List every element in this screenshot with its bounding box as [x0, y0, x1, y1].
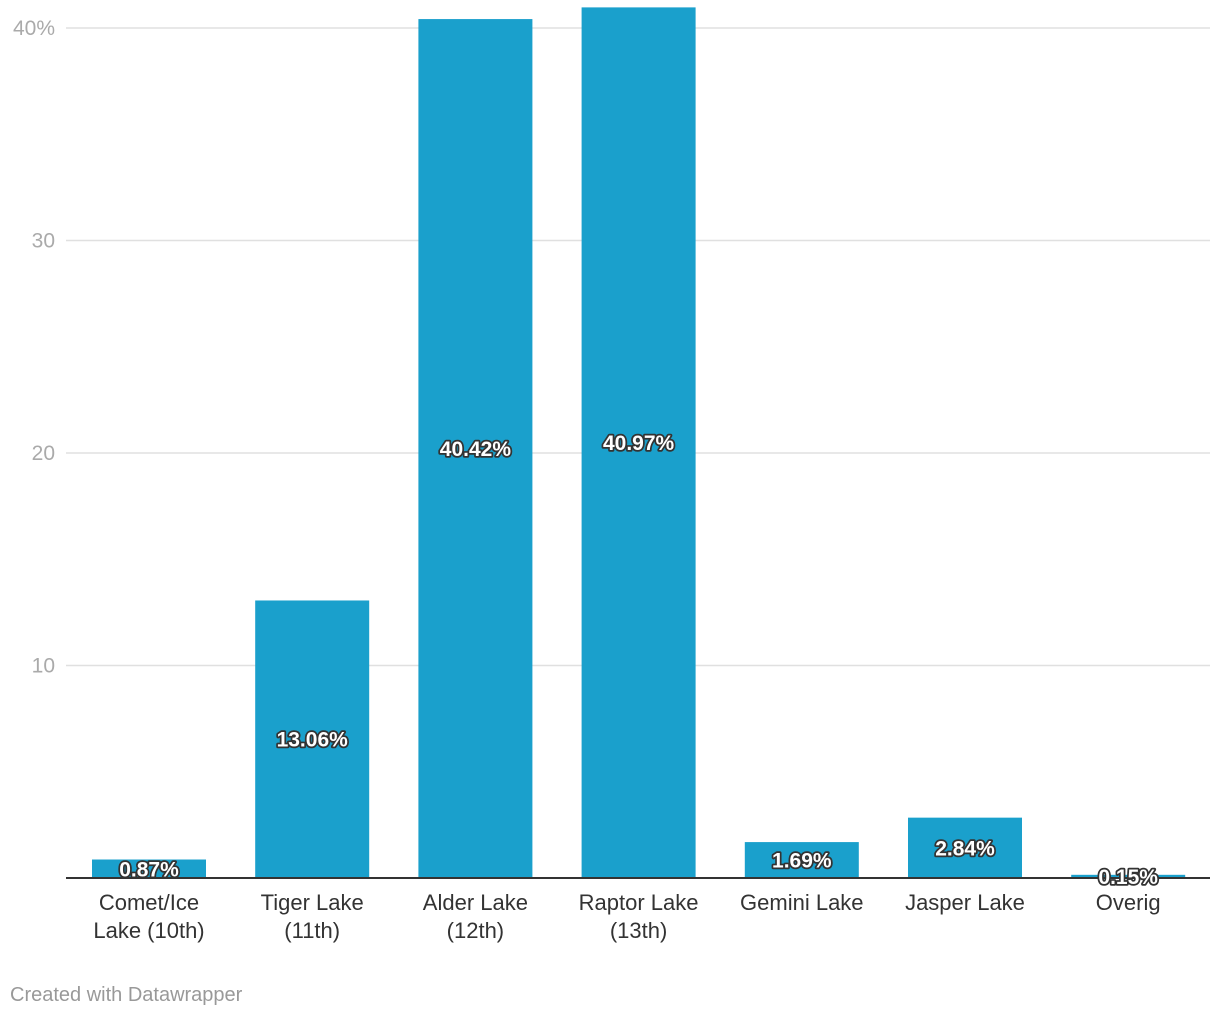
- bar: [908, 817, 1022, 878]
- value-label: 2.84%: [935, 837, 995, 860]
- bar: [255, 600, 370, 878]
- y-tick-label: 20: [32, 442, 55, 465]
- value-label: 40.97%: [603, 432, 675, 455]
- value-label: 0.15%: [1098, 866, 1158, 889]
- x-tick-label: Comet/Ice: [99, 890, 199, 915]
- y-tick-label: 40%: [13, 17, 55, 40]
- x-tick-label: (13th): [610, 918, 667, 943]
- value-label: 1.69%: [772, 850, 832, 873]
- x-axis-labels: Comet/Ice Lake (10th) Tiger Lake (11th) Alde…: [93, 890, 1160, 943]
- value-label: 13.06%: [277, 729, 349, 752]
- x-tick-label: (11th): [284, 918, 340, 943]
- x-tick-label: Overig: [1096, 890, 1161, 915]
- x-tick-label: Tiger Lake: [261, 890, 364, 915]
- bar: [418, 19, 533, 878]
- bar: [581, 7, 696, 878]
- bar: [92, 859, 206, 878]
- x-tick-label: Raptor Lake: [579, 890, 699, 915]
- y-tick-label: 10: [32, 655, 55, 678]
- bar: [744, 842, 859, 878]
- x-tick-label: Lake (10th): [93, 918, 204, 943]
- bars: [92, 7, 1186, 878]
- value-label: 40.42%: [440, 438, 512, 461]
- y-tick-label: 30: [32, 230, 55, 253]
- x-tick-label: Gemini Lake: [740, 890, 864, 915]
- x-tick-label: (12th): [447, 918, 504, 943]
- x-tick-label: Jasper Lake: [905, 890, 1025, 915]
- value-label: 0.87%: [119, 858, 179, 881]
- credit-text: Created with Datawrapper: [10, 984, 243, 1006]
- bar: [1071, 874, 1186, 878]
- value-labels: 0.87% 13.06% 40.42% 40.97% 1.69% 2.84% 0.15%: [117, 430, 1160, 890]
- x-tick-label: Alder Lake: [423, 890, 528, 915]
- y-axis-labels: 10 20 30 40%: [13, 17, 55, 678]
